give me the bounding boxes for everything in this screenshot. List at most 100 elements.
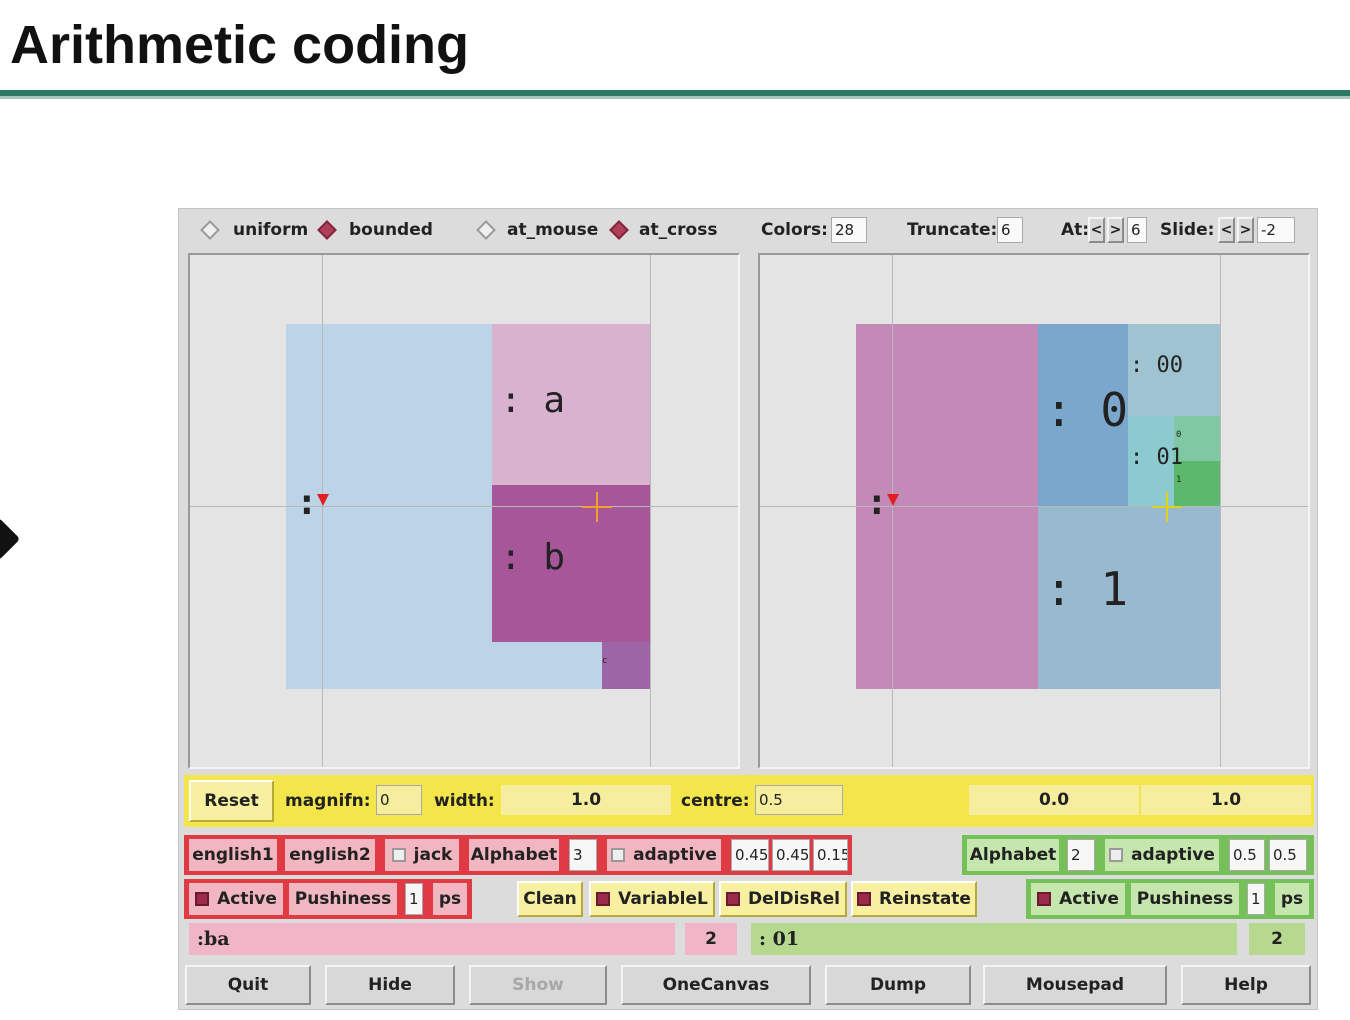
left-alphabet-button[interactable]: Alphabet	[469, 839, 559, 871]
tiny-label-0: 0	[1176, 430, 1182, 440]
reset-button[interactable]: Reset	[189, 780, 274, 822]
root-label: :	[866, 482, 888, 523]
jack-toggle[interactable]: jack	[385, 839, 459, 871]
width-value[interactable]: 1.0	[501, 785, 671, 815]
b-label: : b	[500, 537, 566, 578]
magnifn-label: magnifn:	[285, 790, 371, 811]
colors-input[interactable]: 28	[831, 217, 867, 243]
right-ps-button[interactable]: ps	[1275, 883, 1309, 915]
uniform-radio-icon[interactable]	[200, 220, 220, 240]
left-active-toggle[interactable]: Active	[189, 883, 283, 915]
right-active-label: Active	[1059, 888, 1119, 909]
quit-button[interactable]: Quit	[185, 965, 311, 1005]
onecanvas-button[interactable]: OneCanvas	[621, 965, 811, 1005]
variablel-label: VariableL	[618, 888, 708, 909]
show-button[interactable]: Show	[469, 965, 607, 1005]
centre-input[interactable]: 0.5	[755, 785, 843, 815]
variablel-checkbox-icon[interactable]	[596, 892, 611, 906]
english1-button[interactable]: english1	[189, 839, 277, 871]
left-prob-2-input[interactable]: 0.45	[772, 839, 810, 871]
clean-button[interactable]: Clean	[517, 881, 583, 917]
right-prob-2-input[interactable]: 0.5	[1269, 839, 1307, 871]
mousepad-button[interactable]: Mousepad	[983, 965, 1167, 1005]
english2-button[interactable]: english2	[285, 839, 375, 871]
cursor-marker-icon	[317, 494, 329, 506]
left-active-label: Active	[217, 888, 277, 909]
b-interval-region	[492, 485, 650, 642]
right-adaptive-toggle[interactable]: adaptive	[1105, 839, 1219, 871]
truncate-input[interactable]: 6	[997, 217, 1023, 243]
slide-input[interactable]: -2	[1257, 217, 1295, 243]
at-mouse-label[interactable]: at_mouse	[507, 219, 599, 240]
left-ps-button[interactable]: ps	[433, 883, 467, 915]
at-next-button[interactable]: >	[1107, 217, 1124, 243]
at-input[interactable]: 6	[1127, 217, 1147, 243]
slide-next-button[interactable]: >	[1237, 217, 1254, 243]
right-alphabet-button[interactable]: Alphabet	[967, 839, 1059, 871]
zero-zero-interval-region	[1128, 324, 1220, 416]
left-prob-1-input[interactable]: 0.45	[731, 839, 769, 871]
at-cross-label[interactable]: at_cross	[639, 219, 718, 240]
uniform-label[interactable]: uniform	[233, 219, 309, 240]
centre-label: centre:	[681, 790, 750, 811]
left-active-checkbox-icon[interactable]	[195, 892, 210, 906]
right-prob-1-input[interactable]: 0.5	[1229, 839, 1265, 871]
jack-checkbox-icon[interactable]	[391, 848, 406, 862]
range-high-value: 1.0	[1141, 785, 1311, 815]
deldisrel-checkbox-icon[interactable]	[726, 892, 740, 906]
colors-label: Colors:	[761, 219, 828, 240]
right-adaptive-checkbox-icon[interactable]	[1109, 848, 1124, 862]
help-button[interactable]: Help	[1181, 965, 1311, 1005]
at-prev-button[interactable]: <	[1088, 217, 1105, 243]
right-pushiness-button[interactable]: Pushiness	[1131, 883, 1239, 915]
slide-nav-arrow-icon[interactable]	[0, 517, 21, 561]
left-adaptive-toggle[interactable]: adaptive	[607, 839, 721, 871]
vertical-grid-line	[1220, 255, 1221, 767]
left-pushiness-input[interactable]: 1	[405, 883, 423, 915]
bounded-radio-icon[interactable]	[317, 220, 337, 240]
at-mouse-radio-icon[interactable]	[476, 220, 496, 240]
left-canvas[interactable]: : : a : b c	[188, 253, 740, 769]
jack-label: jack	[413, 844, 453, 865]
zero-label: : 0	[1045, 383, 1129, 437]
at-cross-radio-icon[interactable]	[609, 220, 629, 240]
zero-one-label: : 01	[1130, 445, 1183, 470]
a-interval-region	[492, 324, 650, 485]
slide-prev-button[interactable]: <	[1218, 217, 1235, 243]
right-count: 2	[1249, 923, 1305, 955]
right-pushiness-input[interactable]: 1	[1247, 883, 1265, 915]
horizontal-grid-line	[760, 506, 1308, 507]
left-alphabet-size-input[interactable]: 3	[569, 839, 597, 871]
zero-one-one-region	[1174, 461, 1220, 506]
reinstate-toggle[interactable]: Reinstate	[851, 881, 977, 917]
root-label: :	[296, 482, 318, 523]
crosshair-icon	[1152, 492, 1182, 522]
right-adaptive-label: adaptive	[1131, 844, 1215, 865]
horizontal-grid-line	[190, 506, 738, 507]
width-label: width:	[434, 790, 495, 811]
range-low-value: 0.0	[969, 785, 1139, 815]
a-label: : a	[500, 380, 566, 421]
magnifn-input[interactable]: 0	[376, 785, 422, 815]
small-label: c	[602, 656, 608, 666]
reinstate-label: Reinstate	[879, 888, 971, 909]
left-prob-3-input[interactable]: 0.15	[813, 839, 848, 871]
slide-title: Arithmetic coding	[10, 15, 470, 75]
bounded-label[interactable]: bounded	[349, 219, 433, 240]
right-active-toggle[interactable]: Active	[1031, 883, 1125, 915]
dump-button[interactable]: Dump	[825, 965, 971, 1005]
variablel-toggle[interactable]: VariableL	[589, 881, 715, 917]
title-rule	[0, 90, 1350, 96]
vertical-grid-line	[892, 255, 893, 767]
hide-button[interactable]: Hide	[325, 965, 455, 1005]
deldisrel-toggle[interactable]: DelDisRel	[719, 881, 847, 917]
zero-one-zero-region	[1174, 416, 1220, 461]
reinstate-checkbox-icon[interactable]	[857, 892, 872, 906]
right-alphabet-size-input[interactable]: 2	[1067, 839, 1095, 871]
left-decoded-string: :ba	[189, 923, 675, 955]
right-canvas[interactable]: : : 0 : 1 : 00 : 01 0 1	[758, 253, 1310, 769]
vertical-grid-line	[650, 255, 651, 767]
right-active-checkbox-icon[interactable]	[1037, 892, 1052, 906]
left-adaptive-checkbox-icon[interactable]	[611, 848, 626, 862]
left-pushiness-button[interactable]: Pushiness	[289, 883, 397, 915]
